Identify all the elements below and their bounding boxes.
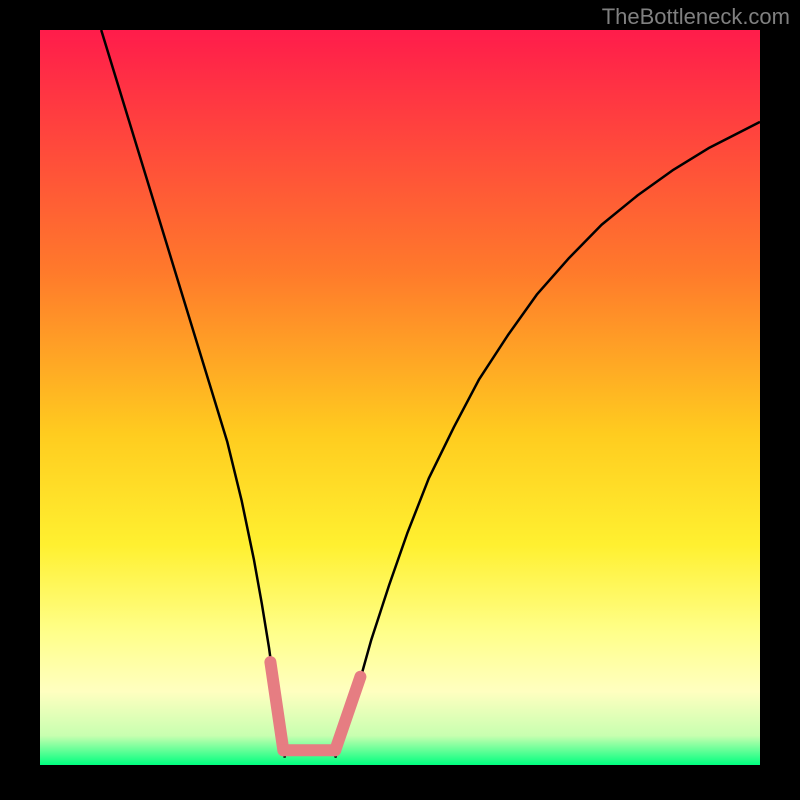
watermark-text: TheBottleneck.com	[602, 4, 790, 30]
bottleneck-curve-chart	[0, 0, 800, 800]
plot-area	[40, 30, 760, 765]
chart-canvas: TheBottleneck.com	[0, 0, 800, 800]
